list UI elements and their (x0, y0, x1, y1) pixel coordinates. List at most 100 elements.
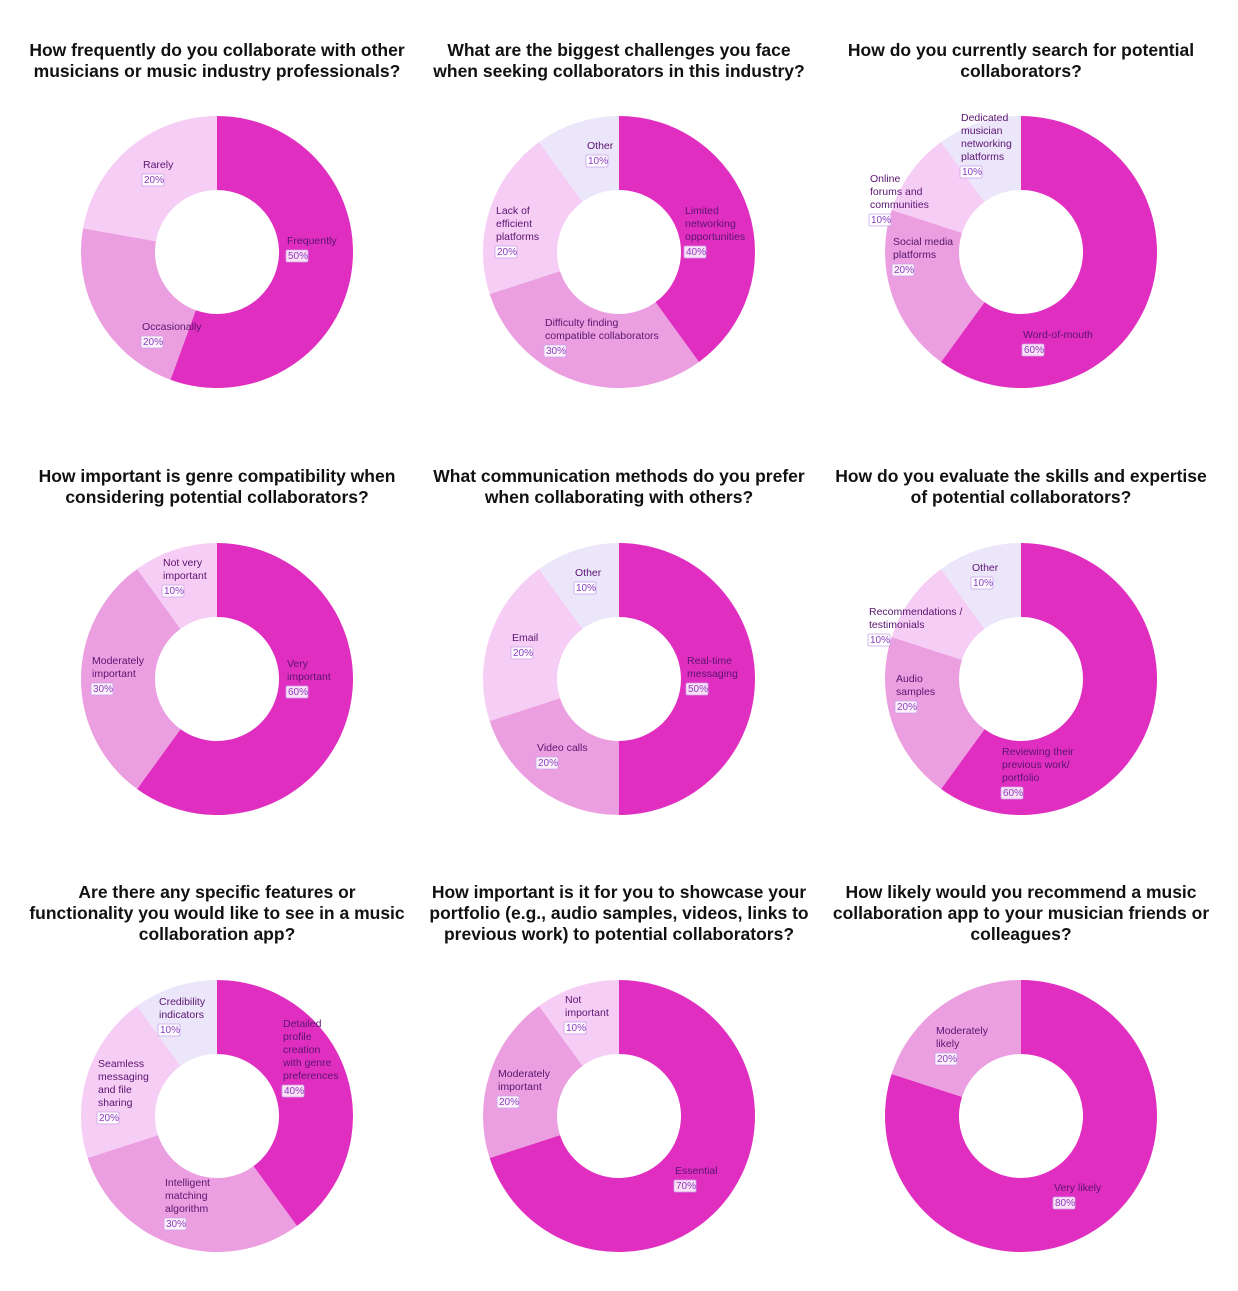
percent-badge (510, 646, 534, 660)
survey-chart-panel: What are the biggest challenges you face… (419, 0, 819, 1291)
slice-percent: 30% (166, 1219, 186, 1230)
slice-label: Moderately important (498, 1068, 551, 1093)
survey-chart-panel: Are there any specific features or funct… (17, 0, 417, 1291)
percent-badge (285, 685, 309, 699)
percent-badge (685, 682, 709, 696)
donut-slice (137, 543, 354, 815)
donut-slice (619, 543, 755, 815)
donut-slice (87, 1135, 297, 1252)
chart-title: What are the biggest challenges you face… (433, 40, 805, 81)
slice-percent: 20% (513, 648, 533, 659)
slice-label: Seamless messaging and file sharing (98, 1058, 149, 1109)
percent-badge (543, 344, 567, 358)
donut-slice (619, 116, 755, 363)
slice-label: Limited networking opportunities (685, 205, 745, 243)
percent-badge (959, 165, 983, 179)
slice-percent: 80% (1055, 1198, 1075, 1209)
slice-percent: 20% (499, 1097, 519, 1108)
donut-slice (137, 980, 217, 1066)
slice-label: Other (587, 140, 614, 152)
slice-percent: 60% (288, 687, 308, 698)
chart-title: How do you evaluate the skills and exper… (835, 466, 1207, 507)
percent-badge (140, 335, 164, 349)
percent-badge (496, 1095, 520, 1109)
slice-label: Online forums and communities (870, 173, 929, 211)
donut-chart: Essential 70% Moderately important 20% Not imp… (483, 980, 755, 1252)
percent-badge (970, 576, 994, 590)
percent-badge (535, 756, 559, 770)
percent-badge (90, 682, 114, 696)
chart-title: What communication methods do you prefer… (433, 466, 805, 507)
slice-percent: 50% (288, 251, 308, 262)
percent-badge (163, 1217, 187, 1231)
donut-slice (941, 543, 1157, 815)
slice-label: Real-time messaging (687, 655, 738, 680)
slice-label: Not very important (163, 557, 207, 582)
percent-badge (281, 1084, 305, 1098)
percent-badge (285, 249, 309, 263)
slice-label: Other (575, 567, 602, 579)
slice-percent: 60% (1003, 788, 1023, 799)
slice-percent: 30% (546, 346, 566, 357)
donut-slice (80, 568, 181, 790)
slice-label: Frequently (287, 235, 337, 247)
slice-label: Social media platforms (893, 236, 953, 261)
chart-title: How important is it for you to showcase … (429, 882, 809, 944)
slice-label: Very important (287, 658, 331, 683)
donut-chart: Very important 60% Moderately important 30% No… (80, 543, 354, 815)
donut-slice (81, 228, 196, 380)
donut-slice (217, 980, 353, 1227)
percent-badge (96, 1111, 120, 1125)
donut-slice (891, 568, 985, 660)
percent-badge (867, 633, 891, 647)
percent-badge (1000, 786, 1024, 800)
percent-badge (563, 1021, 587, 1035)
donut-chart: Very likely 80% Moderately likely 20% (885, 980, 1157, 1252)
slice-percent: 20% (143, 337, 163, 348)
donut-slice (489, 698, 619, 815)
percent-badge (894, 700, 918, 714)
slice-label: Reviewing their previous work/portfolio (1002, 746, 1074, 784)
percent-badge (868, 213, 892, 227)
donut-slice (489, 271, 699, 388)
donut-slice (941, 116, 1157, 388)
slice-label: Audio samples (896, 673, 935, 698)
slice-percent: 20% (497, 247, 517, 258)
slice-label: Very likely (1054, 1182, 1102, 1194)
donut-chart: Word-of-mouth 60% Social media platforms 20%… (868, 112, 1157, 388)
slice-percent: 10% (871, 215, 891, 226)
percent-badge (683, 245, 707, 259)
survey-chart-panel: What communication methods do you prefer… (419, 0, 819, 1291)
slice-label: Video calls (537, 742, 588, 754)
survey-chart-panel: How do you evaluate the skills and exper… (821, 0, 1221, 1291)
donut-slice (483, 568, 583, 722)
slice-label: Lack of efficient platforms (496, 205, 539, 243)
slice-percent: 10% (160, 1025, 180, 1036)
percent-badge (585, 154, 609, 168)
slice-percent: 20% (937, 1054, 957, 1065)
slice-percent: 10% (588, 156, 608, 167)
slice-label: Credibility indicators (159, 996, 206, 1021)
donut-slice (539, 116, 619, 202)
slice-percent: 40% (284, 1086, 304, 1097)
percent-badge (494, 245, 518, 259)
percent-badge (673, 1179, 697, 1193)
donut-chart: Detailed profile creation with genre prefere… (80, 980, 353, 1252)
percent-badge (141, 173, 165, 187)
percent-badge (891, 263, 915, 277)
slice-percent: 40% (686, 247, 706, 258)
slice-label: Other (972, 562, 999, 574)
slice-label: Essential (675, 1165, 718, 1177)
slice-percent: 20% (144, 175, 164, 186)
slice-label: Recommendations / testimonials (869, 606, 962, 631)
donut-slice (885, 980, 1157, 1252)
slice-label: Not important (565, 994, 609, 1019)
survey-chart-panel: How frequently do you collaborate with o… (17, 0, 417, 1291)
slice-label: Detailed profile creation with genre prefere… (282, 1018, 338, 1082)
donut-slice (170, 116, 353, 388)
slice-percent: 70% (676, 1181, 696, 1192)
chart-title: How do you currently search for potentia… (847, 40, 1195, 81)
slice-percent: 10% (576, 583, 596, 594)
chart-title: Are there any specific features or funct… (29, 882, 405, 944)
slice-percent: 20% (897, 702, 917, 713)
